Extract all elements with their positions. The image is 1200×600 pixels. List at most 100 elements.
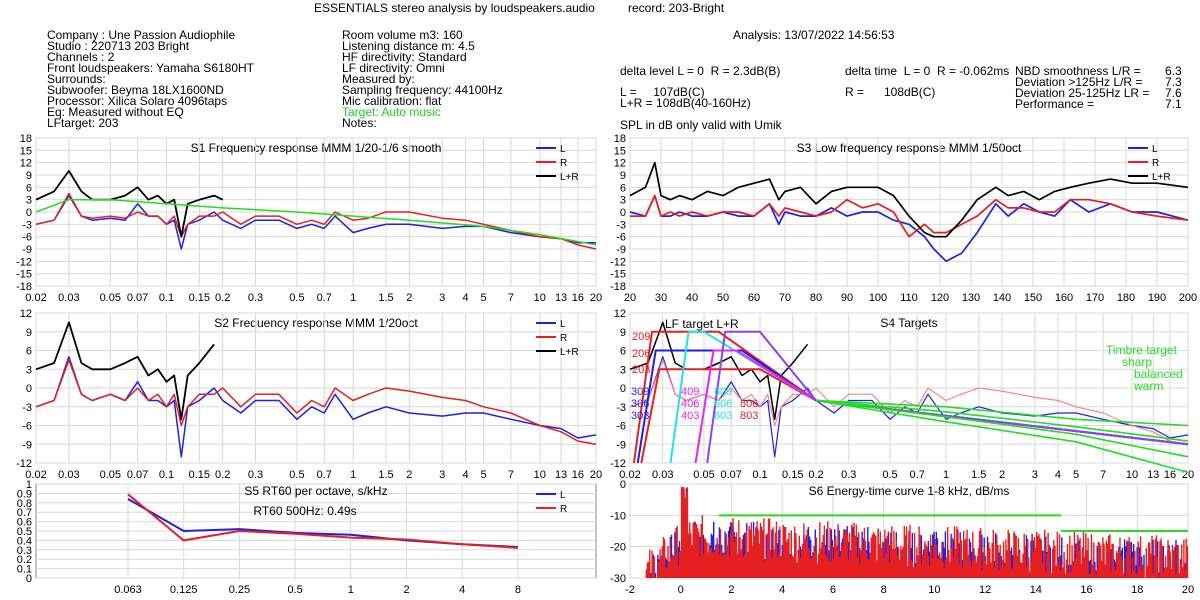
s4-timbre-target-line xyxy=(815,399,1189,442)
info-studio: Studio : 220713 203 Bright xyxy=(47,39,190,53)
info-measured-by: Measured by: xyxy=(342,72,415,86)
s6-y-tick: 0 xyxy=(620,479,626,491)
s5-y-tick: 0.3 xyxy=(17,545,32,557)
s4-y-tick: 3 xyxy=(620,364,626,376)
s2-y-tick: 12 xyxy=(20,308,32,320)
s1-y-tick: 3 xyxy=(26,195,32,207)
s1-legend-label: L xyxy=(560,144,566,155)
s6-x-tick: 4 xyxy=(779,584,785,596)
s6-x-tick: 16 xyxy=(1080,584,1092,596)
s1-y-tick: 15 xyxy=(20,145,32,157)
s2-x-tick: 0.15 xyxy=(189,469,210,481)
s4-target-code: 803 xyxy=(740,410,758,422)
dev125-value: 7.3 xyxy=(1165,75,1182,89)
s1-y-tick: -18 xyxy=(16,281,32,293)
s1-series-r-line xyxy=(35,192,597,250)
s4-timbre-target-line xyxy=(815,399,1189,474)
s4-timbre-target-line xyxy=(815,399,1189,458)
s1-x-tick: 0.15 xyxy=(189,292,210,304)
s3-x-tick: 90 xyxy=(841,292,853,304)
s1-x-tick: 10 xyxy=(534,292,546,304)
s2-x-tick: 20 xyxy=(590,469,602,481)
s4-target-code: 309 xyxy=(631,386,649,398)
s4-x-tick: 0.5 xyxy=(882,469,897,481)
s3-x-tick: 80 xyxy=(810,292,822,304)
s2-title: S2 Frequency response MMM 1/20oct xyxy=(214,316,418,330)
s4-target-code: 806 xyxy=(740,398,758,410)
s1-y-tick: 12 xyxy=(20,158,32,170)
s1-x-tick: 0.5 xyxy=(289,292,304,304)
info-surrounds: Surrounds: xyxy=(47,72,106,86)
info-front-speakers: Front loudspeakers: Yamaha S6180HT xyxy=(47,61,255,75)
s5-x-tick: 2 xyxy=(403,584,409,596)
s4-target-code: 303 xyxy=(631,410,649,422)
s3-legend-label: L xyxy=(1152,144,1158,155)
s4-timbre-warm: warm xyxy=(1133,379,1163,393)
info-lf-directivity: LF directivity: Omni xyxy=(342,61,445,75)
s1-x-tick: 5 xyxy=(481,292,487,304)
s5-y-tick: 0 xyxy=(26,573,32,585)
s2-x-tick: 0.07 xyxy=(127,469,148,481)
info-processor: Processor: Xilica Solaro 4096taps xyxy=(47,94,228,108)
s3-y-tick: 12 xyxy=(614,158,626,170)
s6-x-tick: 0 xyxy=(678,584,684,596)
s1-x-tick: 2 xyxy=(406,292,412,304)
s3-series-r-line xyxy=(630,194,1189,238)
s4-x-tick: 0.2 xyxy=(808,469,823,481)
s3-y-tick: 15 xyxy=(614,145,626,157)
s1-series-l-line xyxy=(35,194,596,250)
s4-x-tick: 0.15 xyxy=(782,469,803,481)
s3-y-tick: 18 xyxy=(614,133,626,145)
s6-y-tick: -30 xyxy=(610,573,626,585)
s1-y-tick: 9 xyxy=(26,170,32,182)
s1-x-tick: 20 xyxy=(590,292,602,304)
s4-y-tick: 6 xyxy=(620,346,626,358)
s5-y-tick: 1 xyxy=(26,479,32,491)
analysis-timestamp: Analysis: 13/07/2022 14:56:53 xyxy=(733,28,895,42)
s4-y-tick: 9 xyxy=(620,327,626,339)
nbd-value: 6.3 xyxy=(1165,64,1182,78)
s2-x-tick: 0.2 xyxy=(215,469,230,481)
s5-y-tick: 0.5 xyxy=(17,526,32,538)
s2-y-tick: 6 xyxy=(26,346,32,358)
s4-lf-target-line xyxy=(706,330,1189,464)
s1-x-tick: 1 xyxy=(350,292,356,304)
info-target: Target: Auto music xyxy=(342,105,441,119)
s2-y-tick: -9 xyxy=(22,439,32,451)
s4-y-tick: -12 xyxy=(610,458,626,470)
s5-y-tick: 0.6 xyxy=(17,517,32,529)
s1-y-tick: 0 xyxy=(26,207,32,219)
spl-l: L = 107dB(C) xyxy=(620,85,705,99)
info-hf-directivity: HF directivity: Standard xyxy=(342,50,467,64)
s6-x-tick: 6 xyxy=(830,584,836,596)
perf-value: 7.1 xyxy=(1165,97,1182,111)
delta-time: delta time L = 0 R = -0.062ms xyxy=(845,64,1010,78)
s3-y-tick: 9 xyxy=(620,170,626,182)
info-listening-distance: Listening distance m: 4.5 xyxy=(342,39,475,53)
s3-x-tick: 190 xyxy=(1148,292,1166,304)
s5-annotation: RT60 500Hz: 0.49s xyxy=(253,504,356,518)
s5-x-tick: 0.063 xyxy=(114,584,142,596)
s5-y-tick: 0.8 xyxy=(17,498,32,510)
s4-timbre-target-line xyxy=(815,399,1189,427)
s4-y-tick: -3 xyxy=(616,402,626,414)
s1-y-tick: -15 xyxy=(16,269,32,281)
info-mid-block: Room volume m3: 160 Listening distance m… xyxy=(342,29,503,129)
s3-y-tick: -3 xyxy=(616,219,626,231)
s3-series-l-line xyxy=(629,194,1189,263)
s3-x-tick: 20 xyxy=(624,292,636,304)
s2-x-tick: 16 xyxy=(572,469,584,481)
s4-title: S4 Targets xyxy=(880,316,937,330)
s2-series-r-line xyxy=(35,359,597,446)
s1-x-tick: 0.07 xyxy=(127,292,148,304)
info-subwoofer: Subwoofer: Beyma 18LX1600ND xyxy=(47,83,224,97)
info-mic-calibration: Mic calibration: flat xyxy=(342,94,442,108)
s3-y-tick: -12 xyxy=(610,256,626,268)
spl-note: SPL in dB only valid with Umik xyxy=(620,118,782,132)
s2-x-tick: 0.02 xyxy=(25,469,46,481)
s4-x-tick: 7 xyxy=(1100,469,1106,481)
s4-target-code: 306 xyxy=(631,398,649,410)
s4-target-code: 409 xyxy=(681,386,699,398)
s4-target-code: 603 xyxy=(714,410,732,422)
